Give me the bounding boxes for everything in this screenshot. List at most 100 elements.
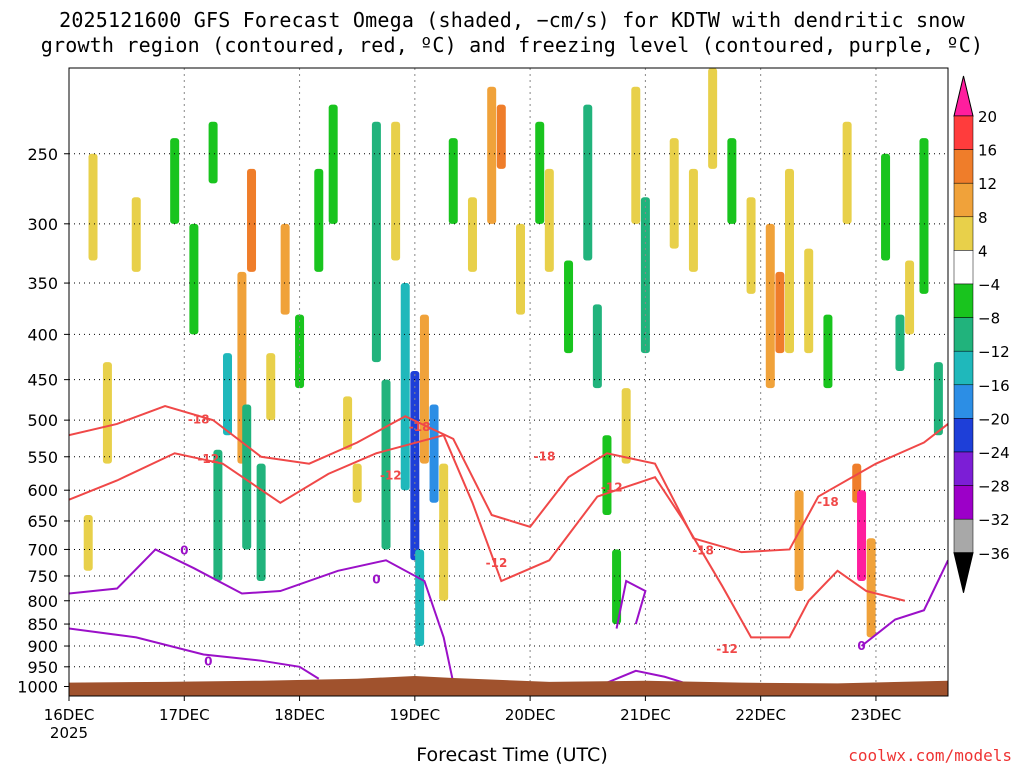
colorbar-swatch	[953, 317, 974, 352]
freezing-contour-0-lower	[69, 627, 320, 680]
omega-cell	[429, 404, 439, 503]
omega-cell	[242, 404, 252, 550]
grid-lines	[68, 68, 948, 696]
x-tick-label: 22DEC	[735, 706, 786, 724]
omega-cell	[881, 153, 891, 261]
x-tick-label: 19DEC	[390, 706, 441, 724]
omega-cell	[842, 121, 852, 224]
contour-label: -18	[409, 420, 431, 434]
contour-label: -12	[380, 469, 402, 483]
chart-title-line2: growth region (contoured, red, ºC) and f…	[40, 33, 984, 57]
colorbar-swatch	[953, 451, 974, 486]
omega-cell	[669, 138, 679, 249]
omega-cell	[448, 138, 458, 224]
x-tick-label: 18DEC	[274, 706, 325, 724]
colorbar-swatch	[953, 418, 974, 453]
chart-title-line1: 2025121600 GFS Forecast Omega (shaded, −…	[59, 8, 965, 32]
dendritic-contour-minus12	[69, 434, 906, 639]
omega-cell	[102, 362, 112, 464]
colorbar-top-arrow	[953, 75, 974, 117]
colorbar-swatch	[953, 182, 974, 218]
colorbar-swatch	[953, 384, 974, 419]
freezing-contour-0-loop	[615, 579, 647, 629]
omega-cell	[371, 121, 381, 363]
colorbar-label: −4	[978, 276, 1000, 294]
freezing-contour-0-bump	[606, 669, 685, 684]
omega-cell	[564, 260, 574, 354]
omega-cell	[213, 449, 223, 582]
omega-cell	[496, 104, 506, 169]
omega-cell	[765, 223, 775, 389]
omega-cell	[439, 463, 449, 601]
colorbar-label: −32	[978, 511, 1010, 529]
contour-label: -12	[716, 642, 738, 656]
omega-cell	[602, 435, 612, 516]
omega-cell	[88, 153, 98, 261]
y-tick-label: 1000	[17, 678, 58, 697]
freezing-contour-0	[69, 548, 455, 683]
colorbar-label: −20	[978, 410, 1010, 428]
omega-cell	[640, 197, 650, 354]
omega-cell	[381, 379, 391, 550]
omega-cell	[487, 86, 497, 224]
y-tick-label: 700	[27, 540, 58, 559]
y-tick-label: 400	[27, 325, 58, 344]
omega-cell	[866, 538, 876, 638]
x-tick-label: 20DEC	[505, 706, 556, 724]
omega-cell	[933, 362, 943, 436]
colorbar-swatch	[953, 115, 974, 150]
colorbar-swatch	[953, 283, 974, 318]
omega-cell	[746, 197, 756, 294]
omega-cell	[688, 168, 698, 272]
contour-label: -18	[534, 449, 556, 463]
colorbar-label: −8	[978, 310, 1000, 328]
colorbar-label: −24	[978, 444, 1010, 462]
x-tick-label: 16DEC	[44, 706, 95, 724]
omega-cell	[621, 388, 631, 464]
colorbar-swatch	[953, 250, 974, 285]
omega-colorbar: 20 16 12 8 4 −4 −8 −12 −16 −20 −24 −28 −32 −36	[953, 75, 1010, 593]
omega-cell	[280, 223, 290, 315]
colorbar-label: −36	[978, 545, 1010, 563]
contour-label: 0	[857, 639, 865, 653]
omega-cell	[343, 396, 353, 450]
omega-cell	[415, 549, 425, 647]
colorbar-swatch	[953, 518, 974, 554]
omega-cell	[631, 86, 641, 224]
x-tick-label: 17DEC	[159, 706, 210, 724]
omega-cell	[919, 138, 929, 294]
freezing-contour-0-right	[860, 559, 948, 647]
colorbar-label: 12	[978, 175, 997, 193]
colorbar-swatch	[953, 350, 974, 386]
contour-label: 0	[372, 573, 380, 587]
colorbar-swatch	[953, 485, 974, 520]
omega-cell	[905, 260, 915, 335]
colorbar-label: 16	[978, 142, 997, 160]
contour-label: -18	[817, 495, 839, 509]
x-year-label: 2025	[50, 724, 88, 742]
time-axis: 16DEC 17DEC 18DEC 19DEC 20DEC 21DEC 22DEC 23DEC…	[44, 696, 901, 742]
colorbar-label: −28	[978, 478, 1010, 496]
omega-cell	[83, 515, 93, 571]
colorbar-bottom-arrow	[953, 552, 974, 593]
contour-label: 0	[204, 655, 212, 669]
contour-label: -18	[188, 413, 210, 427]
omega-cell	[708, 68, 718, 169]
omega-cell	[592, 304, 602, 389]
omega-cell	[823, 314, 833, 389]
colorbar-label: 20	[978, 108, 997, 126]
omega-cell	[794, 490, 804, 592]
omega-cell	[328, 104, 338, 224]
y-tick-label: 500	[27, 411, 58, 430]
colorbar-label: −16	[978, 377, 1010, 395]
omega-cell	[131, 197, 141, 272]
temperature-contours: -18 -12 -18 -12 -18 -12 -12 -18 -12 -18 0 0 0 0	[69, 404, 948, 684]
colorbar-label: −12	[978, 343, 1010, 361]
colorbar-swatch	[953, 216, 974, 251]
omega-cell	[314, 168, 324, 272]
omega-cell	[727, 138, 737, 224]
contour-label: -12	[197, 452, 219, 466]
x-axis-label: Forecast Time (UTC)	[416, 744, 608, 766]
y-tick-label: 450	[27, 371, 58, 390]
plot-frame	[68, 67, 949, 697]
